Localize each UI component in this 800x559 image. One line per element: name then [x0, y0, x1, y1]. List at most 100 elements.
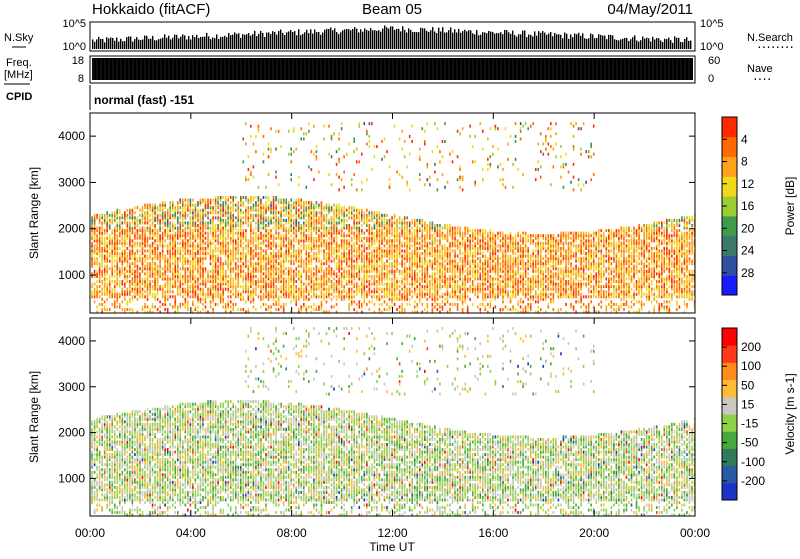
rti-cell — [235, 262, 237, 265]
rti-cell — [96, 227, 98, 230]
rti-cell — [313, 308, 315, 311]
rti-cell — [248, 199, 250, 202]
rti-cell — [333, 277, 335, 280]
noise-bar — [184, 35, 185, 49]
rti-cell — [361, 229, 363, 232]
rti-cell — [326, 267, 328, 270]
rti-cell — [144, 277, 146, 280]
rti-cell — [96, 234, 98, 237]
rti-cell — [202, 199, 204, 202]
rti-cell — [263, 277, 265, 280]
rti-cell — [369, 122, 371, 125]
rti-cell — [217, 265, 219, 268]
rti-cell — [245, 300, 247, 303]
rti-cell — [132, 295, 134, 298]
noise-bar — [494, 34, 495, 49]
rti-cell — [434, 122, 436, 125]
noise-bar — [504, 30, 505, 49]
rti-cell — [424, 249, 426, 252]
noise-bar — [400, 31, 401, 49]
rti-cell — [200, 209, 202, 212]
rti-cell — [250, 247, 252, 250]
rti-cell — [366, 290, 368, 293]
rti-cell — [285, 267, 287, 270]
rti-cell — [243, 137, 245, 140]
rti-cell — [358, 227, 360, 230]
rti-cell — [127, 252, 129, 255]
rti-cell — [237, 229, 239, 232]
rti-cell — [96, 214, 98, 217]
rti-cell — [437, 127, 439, 130]
rti-cell — [316, 237, 318, 240]
noise-bar — [276, 35, 277, 49]
rti-cell — [439, 303, 441, 306]
rti-cell — [139, 227, 141, 230]
rti-cell — [399, 270, 401, 273]
rti-cell — [263, 303, 265, 306]
rti-cell — [409, 283, 411, 286]
rti-cell — [237, 265, 239, 268]
rti-cell — [101, 214, 103, 217]
rti-cell — [109, 214, 111, 217]
noise-bar — [378, 30, 379, 49]
freq-label-line1: Freq. — [6, 57, 32, 69]
rti-cell — [429, 260, 431, 263]
rti-cell — [328, 173, 330, 176]
rti-cell — [333, 270, 335, 273]
rti-cell — [419, 242, 421, 245]
rti-cell — [374, 247, 376, 250]
noise-bar — [598, 34, 599, 49]
rti-cell — [154, 204, 156, 207]
noise-bar — [154, 40, 155, 49]
rti-cell — [323, 262, 325, 265]
rti-cell — [298, 221, 300, 224]
noise-tick-left-top: 10^5 — [62, 18, 86, 30]
rti-cell — [341, 252, 343, 255]
rti-cell — [396, 293, 398, 296]
rti-cell — [139, 267, 141, 270]
rti-cell — [104, 300, 106, 303]
noise-bar — [140, 40, 141, 49]
rti-cell — [268, 229, 270, 232]
noise-bar — [202, 37, 203, 49]
rti-cell — [399, 216, 401, 219]
rti-cell — [381, 158, 383, 161]
rti-cell — [316, 155, 318, 158]
rti-cell — [190, 199, 192, 202]
rti-cell — [122, 221, 124, 224]
noise-bar — [338, 34, 339, 49]
rti-cell — [104, 255, 106, 258]
noise-bar — [538, 31, 539, 49]
rti-cell — [346, 290, 348, 293]
rti-cell — [157, 308, 159, 311]
rti-cell — [406, 216, 408, 219]
rti-cell — [235, 272, 237, 275]
noise-bar — [200, 37, 201, 49]
noise-bar — [512, 31, 513, 49]
rti-cell — [306, 283, 308, 286]
noise-bar — [580, 36, 581, 49]
rti-cell — [99, 295, 101, 298]
rti-cell — [217, 211, 219, 214]
rti-cell — [187, 239, 189, 242]
rti-cell — [361, 244, 363, 247]
rti-cell — [379, 303, 381, 306]
rti-cell — [419, 237, 421, 240]
noise-bar — [262, 33, 263, 49]
rti-cell — [144, 265, 146, 268]
rti-cell — [99, 303, 101, 306]
noise-bar — [396, 29, 397, 49]
noise-bar — [92, 39, 93, 49]
rti-cell — [250, 214, 252, 217]
rti-cell — [419, 155, 421, 158]
rti-cell — [427, 122, 429, 125]
rti-cell — [331, 267, 333, 270]
rti-cell — [172, 305, 174, 308]
rti-cell — [232, 214, 234, 217]
cpid-text: normal (fast) -151 — [94, 93, 194, 107]
noise-bar — [684, 39, 685, 49]
noise-bar — [540, 33, 541, 49]
nave-tick-right-bottom: 0 — [708, 73, 714, 85]
rti-cell — [356, 272, 358, 275]
rti-cell — [237, 290, 239, 293]
